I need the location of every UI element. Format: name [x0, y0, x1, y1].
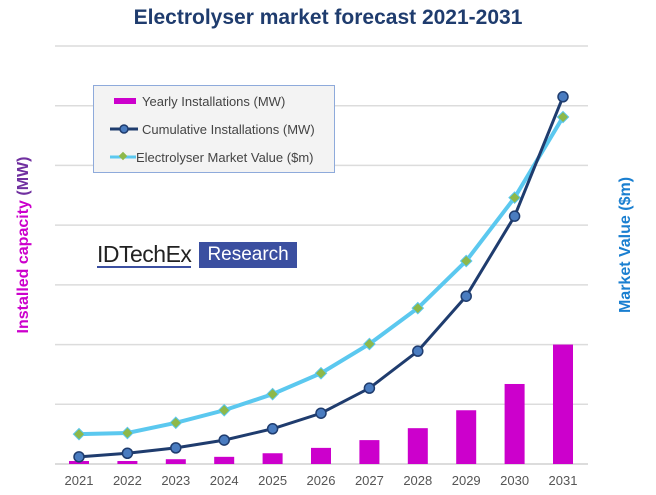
- data-point: [73, 451, 85, 463]
- data-point: [218, 434, 230, 446]
- bar: [553, 344, 573, 464]
- y-axis-label: Installed capacity (MW): [15, 157, 33, 334]
- bar: [165, 459, 186, 464]
- data-point: [363, 337, 376, 351]
- x-tick-label: 2027: [355, 473, 384, 488]
- x-tick-label: 2023: [161, 473, 190, 488]
- data-point: [121, 426, 134, 440]
- legend-label: Electrolyser Market Value ($m): [136, 149, 314, 165]
- legend-label: Yearly Installations (MW): [142, 93, 286, 109]
- bar: [359, 440, 380, 464]
- legend-bar-swatch-icon: [114, 98, 136, 104]
- data-point: [557, 91, 569, 103]
- legend-circle-line-icon: [110, 124, 138, 134]
- data-point: [266, 387, 279, 401]
- data-point: [508, 210, 521, 222]
- bar: [504, 383, 525, 464]
- bar: [311, 447, 331, 464]
- legend-item-cumulative: Cumulative Installations (MW): [110, 119, 315, 139]
- y-axis-label-text: Installed capacity: [15, 195, 32, 334]
- data-point: [169, 416, 183, 430]
- x-tick-label: 2030: [500, 473, 529, 488]
- bar: [117, 461, 138, 464]
- y2-axis-label: Market Value ($m): [617, 176, 634, 314]
- data-point: [315, 407, 327, 419]
- legend-item-market-value: Electrolyser Market Value ($m): [110, 147, 313, 167]
- legend-label: Cumulative Installations (MW): [142, 121, 315, 137]
- data-point: [556, 110, 570, 124]
- x-tick-label: 2026: [307, 473, 336, 488]
- data-point: [412, 345, 424, 357]
- data-point: [72, 427, 86, 441]
- legend: Yearly Installations (MW) Cumulative Ins…: [93, 85, 335, 173]
- x-tick-label: 2022: [113, 473, 142, 488]
- logo-name: IDTechEx: [97, 241, 192, 268]
- legend-diamond-line-icon: [110, 151, 136, 161]
- data-point: [266, 423, 279, 435]
- x-tick-label: 2025: [258, 473, 287, 488]
- logo-tag: Research: [199, 242, 297, 268]
- data-point: [411, 301, 425, 315]
- data-point: [170, 442, 182, 454]
- bar: [407, 428, 428, 464]
- x-tick-label: 2021: [65, 473, 94, 488]
- bar: [456, 410, 477, 464]
- data-point: [217, 403, 231, 417]
- data-point: [460, 290, 472, 302]
- data-point: [121, 447, 134, 460]
- x-tick-label: 2031: [549, 473, 578, 488]
- idtechex-logo: IDTechEx Research: [97, 242, 297, 268]
- bar: [262, 453, 283, 464]
- x-tick-label: 2028: [403, 473, 432, 488]
- chart-title: Electrolyser market forecast 2021-2031: [133, 6, 523, 29]
- x-tick-label: 2029: [452, 473, 481, 488]
- data-point: [363, 382, 376, 394]
- y-axis-label-unit: (MW): [15, 156, 32, 196]
- data-point: [459, 254, 473, 268]
- data-point: [508, 191, 521, 205]
- bar: [214, 456, 235, 464]
- legend-item-yearly: Yearly Installations (MW): [112, 91, 285, 111]
- x-tick-label: 2024: [210, 473, 239, 488]
- data-point: [314, 366, 328, 380]
